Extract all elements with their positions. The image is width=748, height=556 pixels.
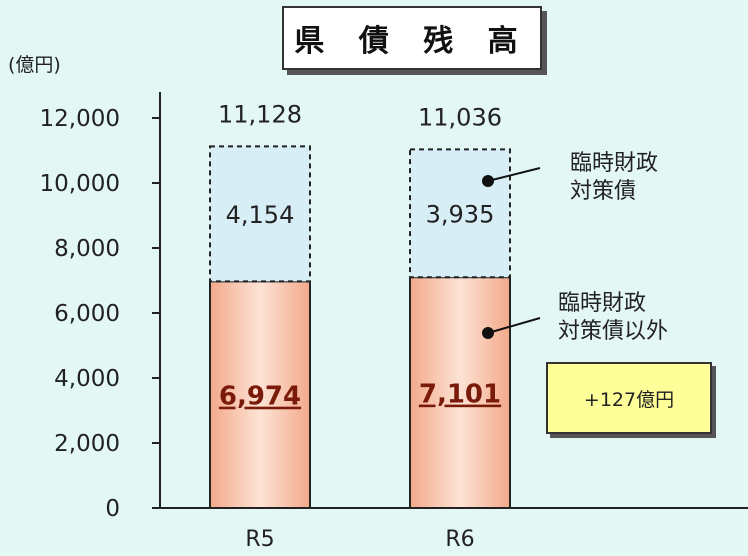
bars	[209, 145, 511, 509]
x-category-label: R5	[245, 527, 274, 552]
y-tick-label: 0	[105, 496, 120, 522]
x-category-label: R6	[445, 527, 474, 552]
bar-segment-rinji	[409, 148, 511, 279]
y-tick-label: 10,000	[40, 171, 120, 197]
data-label-rinji: 4,154	[226, 201, 295, 229]
legend-pointer-rinji	[487, 167, 541, 182]
legend-label-rinji: 臨時財政 対策債	[570, 151, 659, 204]
difference-label: +127億円	[546, 362, 712, 434]
legend-label-other: 臨時財政 対策債以外	[558, 291, 669, 344]
legend-pointer-other	[487, 317, 541, 334]
bar-segment-rinji	[209, 145, 311, 283]
y-tick-label: 4,000	[54, 366, 120, 392]
y-tick-label: 12,000	[40, 106, 120, 132]
unit-label: (億円)	[8, 54, 61, 76]
y-tick-label: 2,000	[54, 431, 120, 457]
legend-pointers	[482, 167, 541, 339]
data-label-other: 7,101	[419, 380, 501, 410]
y-tick-label: 6,000	[54, 301, 120, 327]
bar-segment-other	[409, 276, 511, 509]
chart-title: 県 債 残 高	[282, 6, 542, 70]
data-label-total: 11,128	[218, 100, 302, 128]
data-label-rinji: 3,935	[426, 200, 495, 228]
y-tick-label: 8,000	[54, 236, 120, 262]
data-label-other: 6,974	[219, 382, 301, 412]
data-label-total: 11,036	[418, 103, 502, 131]
axes: 0 2,000 4,000 6,000 8,000 10,000 12,000	[40, 92, 748, 522]
bar-segment-other	[209, 280, 311, 509]
labels: 6,974 4,154 11,128 R5 7,101 3,935 11,036 R6	[218, 100, 502, 552]
